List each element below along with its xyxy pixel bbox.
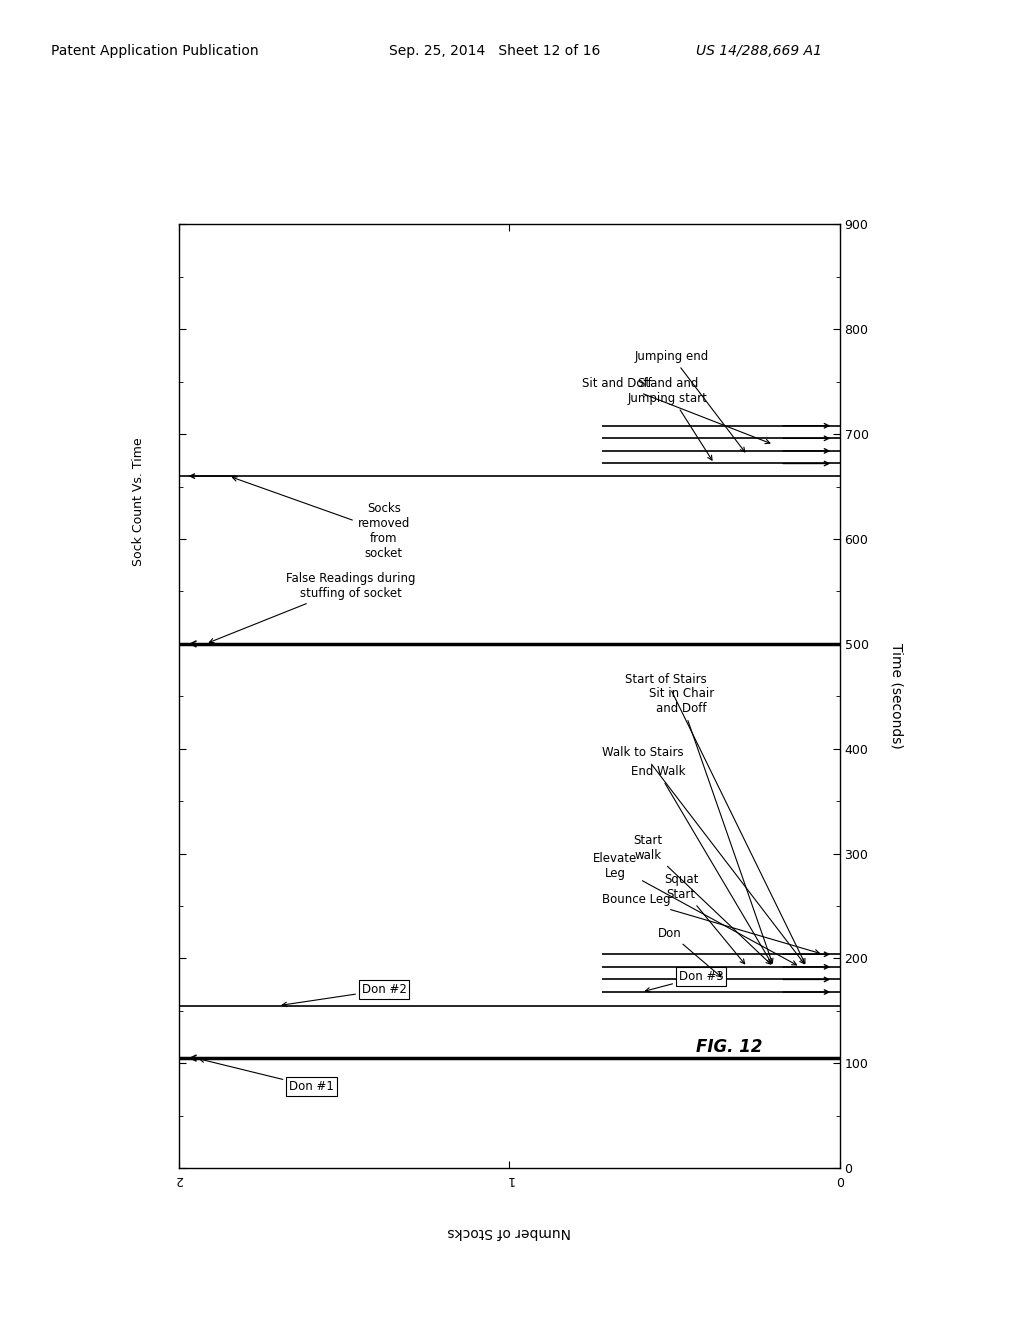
Text: Sep. 25, 2014   Sheet 12 of 16: Sep. 25, 2014 Sheet 12 of 16	[389, 44, 600, 58]
Text: Don #2: Don #2	[283, 983, 407, 1007]
Text: US 14/288,669 A1: US 14/288,669 A1	[696, 44, 822, 58]
Text: Walk to Stairs: Walk to Stairs	[602, 746, 804, 964]
Text: Sit and Doff: Sit and Doff	[582, 378, 770, 444]
Text: Squat
Start: Squat Start	[664, 873, 744, 964]
Text: Jumping end: Jumping end	[635, 350, 744, 451]
Text: False Readings during
stuffing of socket: False Readings during stuffing of socket	[209, 572, 416, 643]
Text: Elevate
Leg: Elevate Leg	[593, 851, 797, 965]
Text: Socks
removed
from
socket: Socks removed from socket	[232, 477, 411, 560]
Text: End Walk: End Walk	[631, 766, 772, 964]
Text: Don #1: Don #1	[200, 1057, 334, 1093]
X-axis label: Number of Stocks: Number of Stocks	[447, 1225, 571, 1239]
Text: Patent Application Publication: Patent Application Publication	[51, 44, 259, 58]
Text: Start of Stairs: Start of Stairs	[625, 673, 805, 964]
Text: Sit in Chair
and Doff: Sit in Chair and Doff	[648, 688, 773, 964]
Text: Don: Don	[658, 927, 721, 977]
Text: Don #3: Don #3	[645, 970, 723, 993]
Text: Bounce Leg: Bounce Leg	[602, 894, 819, 954]
Y-axis label: Time (seconds): Time (seconds)	[890, 643, 903, 750]
Text: Start
walk: Start walk	[634, 834, 771, 964]
Text: FIG. 12: FIG. 12	[696, 1038, 763, 1056]
Text: Sock Count Vs. Time: Sock Count Vs. Time	[132, 437, 144, 566]
Text: Stand and
Jumping start: Stand and Jumping start	[628, 376, 712, 461]
